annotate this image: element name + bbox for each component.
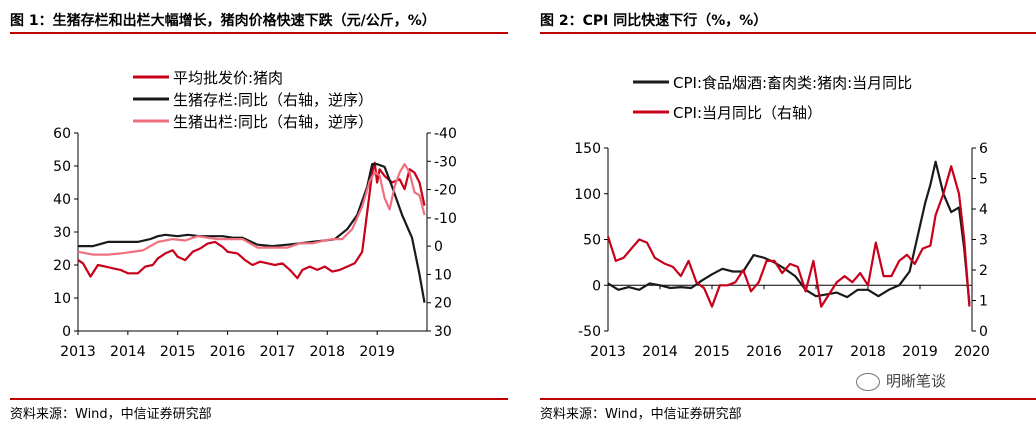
wechat-icon <box>856 372 880 391</box>
title-rule <box>10 32 508 34</box>
y2-tick-label: -40 <box>434 126 457 142</box>
x-tick-label: 2019 <box>902 344 938 360</box>
legend-label: CPI:当月同比（右轴） <box>673 104 822 122</box>
x-tick-label: 2020 <box>954 344 990 360</box>
y-tick-label: 150 <box>574 141 601 157</box>
chart-1: 0 10 20 30 40 50 60 -40 -30 -20 -10 0 10 20 30 2013 2014… <box>53 69 457 360</box>
y2-tick-label: 30 <box>434 324 452 340</box>
source-note: 资料来源：Wind，中信证券研究部 <box>10 407 212 422</box>
y-tick-label: 0 <box>62 324 71 340</box>
x-tick-label: 2016 <box>210 344 246 360</box>
y-tick-label: 50 <box>583 233 601 249</box>
series-line <box>78 163 426 303</box>
y-tick-label: 20 <box>53 258 71 274</box>
series-line <box>607 160 971 304</box>
y-tick-label: 10 <box>53 291 71 307</box>
figure-title: 图 2：CPI 同比快速下行（%，%） <box>540 13 768 29</box>
y-tick-label: 0 <box>592 278 601 294</box>
legend-label: 平均批发价:猪肉 <box>173 69 283 87</box>
y2-tick-label: 2 <box>979 263 988 279</box>
y-tick-label: 60 <box>53 126 71 142</box>
y2-tick-label: 0 <box>979 324 988 340</box>
source-note: 资料来源：Wind，中信证券研究部 <box>540 407 742 422</box>
chart-panel-right: 图 2：CPI 同比快速下行（%，%） -50 0 50 100 150 0 1 2 3 4 5 6 2… <box>530 0 1036 427</box>
y2-tick-label: 3 <box>979 233 988 249</box>
legend-label: 生猪出栏:同比（右轴，逆序） <box>173 113 373 131</box>
y2-tick-label: 20 <box>434 296 452 312</box>
y2-tick-label: -10 <box>434 211 457 227</box>
legend-label: 生猪存栏:同比（右轴，逆序） <box>173 91 373 109</box>
y-tick-label: 40 <box>53 192 71 208</box>
x-tick-label: 2014 <box>110 344 146 360</box>
series-line <box>606 165 971 308</box>
y-tick-label: 100 <box>574 187 601 203</box>
y2-tick-label: 10 <box>434 267 452 283</box>
y2-tick-label: 6 <box>979 141 988 157</box>
title-rule <box>540 32 1036 34</box>
y2-tick-label: 0 <box>434 239 443 255</box>
x-tick-label: 2015 <box>694 344 730 360</box>
watermark: 明晰笔谈 <box>856 370 946 391</box>
watermark-text: 明晰笔谈 <box>886 372 947 390</box>
y-tick-label: 50 <box>53 159 71 175</box>
y2-tick-label: -20 <box>434 183 457 199</box>
x-tick-label: 2014 <box>642 344 678 360</box>
x-tick-label: 2013 <box>590 344 626 360</box>
source-rule <box>540 398 1036 400</box>
series-line <box>77 163 426 256</box>
chart-panel-left: 图 1：生猪存栏和出栏大幅增长，猪肉价格快速下跌（元/公斤，%） 0 10 20 30… <box>0 0 510 427</box>
legend-label: CPI:食品烟酒:畜肉类:猪肉:当月同比 <box>673 74 912 92</box>
x-tick-label: 2013 <box>60 344 96 360</box>
x-tick-label: 2019 <box>359 344 395 360</box>
chart-2: -50 0 50 100 150 0 1 2 3 4 5 6 2013 2014 2015 2016 2017 2… <box>574 74 990 360</box>
x-tick-label: 2016 <box>746 344 782 360</box>
y2-tick-label: 5 <box>979 172 988 188</box>
source-rule <box>10 398 508 400</box>
x-tick-label: 2017 <box>260 344 296 360</box>
y-tick-label: -50 <box>578 324 601 340</box>
x-tick-label: 2015 <box>160 344 196 360</box>
figure-title: 图 1：生猪存栏和出栏大幅增长，猪肉价格快速下跌（元/公斤，%） <box>10 13 436 29</box>
y2-tick-label: 1 <box>979 294 988 310</box>
x-tick-label: 2018 <box>850 344 886 360</box>
y2-tick-label: -30 <box>434 154 457 170</box>
x-tick-label: 2018 <box>309 344 345 360</box>
y2-tick-label: 4 <box>979 202 988 218</box>
x-tick-label: 2017 <box>798 344 834 360</box>
series-line <box>77 161 426 280</box>
y-tick-label: 30 <box>53 225 71 241</box>
